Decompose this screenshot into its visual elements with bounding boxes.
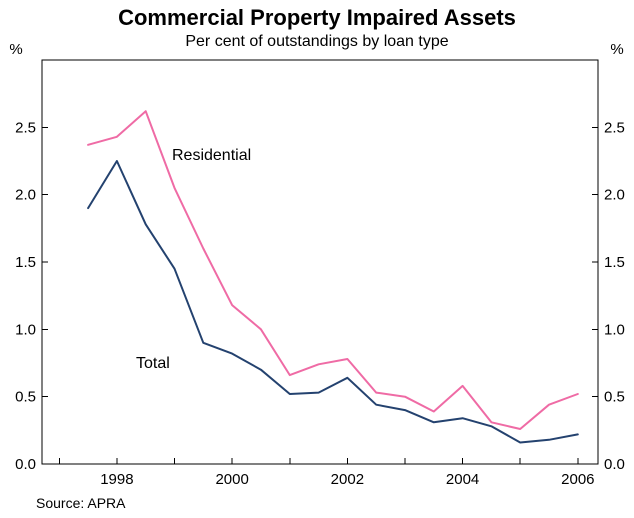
x-axis-tick-label: 2006: [561, 471, 594, 488]
y-axis-tick-label-left: 1.0: [15, 321, 36, 338]
y-axis-tick-label-right: 2.0: [604, 187, 625, 204]
series-label-total: Total: [136, 355, 170, 372]
series-label-residential: Residential: [172, 147, 251, 164]
y-axis-tick-label-right: 0.5: [604, 389, 625, 406]
unit-label-left: %: [9, 41, 22, 58]
x-axis-tick-label: 2004: [446, 471, 479, 488]
chart-title: Commercial Property Impaired Assets: [118, 5, 516, 30]
y-axis-tick-label-left: 0.5: [15, 389, 36, 406]
x-axis-tick-label: 2000: [215, 471, 248, 488]
x-axis-tick-label: 1998: [100, 471, 133, 488]
x-axis-tick-label: 2002: [331, 471, 364, 488]
y-axis-tick-label-right: 0.0: [604, 456, 625, 473]
chart-subtitle: Per cent of outstandings by loan type: [185, 33, 448, 50]
y-axis-tick-label-right: 2.5: [604, 119, 625, 136]
y-axis-tick-label-left: 2.0: [15, 187, 36, 204]
y-axis-tick-label-left: 1.5: [15, 254, 36, 271]
y-axis-tick-label-left: 0.0: [15, 456, 36, 473]
plot-area: 0.0 0.0 0.5 0.5 1.0 1.0 1.5 1.5 2.0 2.0 2.5 2.5 1998…: [15, 59, 625, 488]
series-line-residential: [87, 110, 579, 430]
series-line-total: [87, 160, 579, 444]
unit-label-right: %: [610, 41, 623, 58]
plot-border: [41, 59, 599, 465]
y-axis-tick-label-right: 1.5: [604, 254, 625, 271]
source-note: Source: APRA: [36, 495, 126, 511]
y-axis-tick-label-right: 1.0: [604, 321, 625, 338]
y-axis-tick-label-left: 2.5: [15, 119, 36, 136]
